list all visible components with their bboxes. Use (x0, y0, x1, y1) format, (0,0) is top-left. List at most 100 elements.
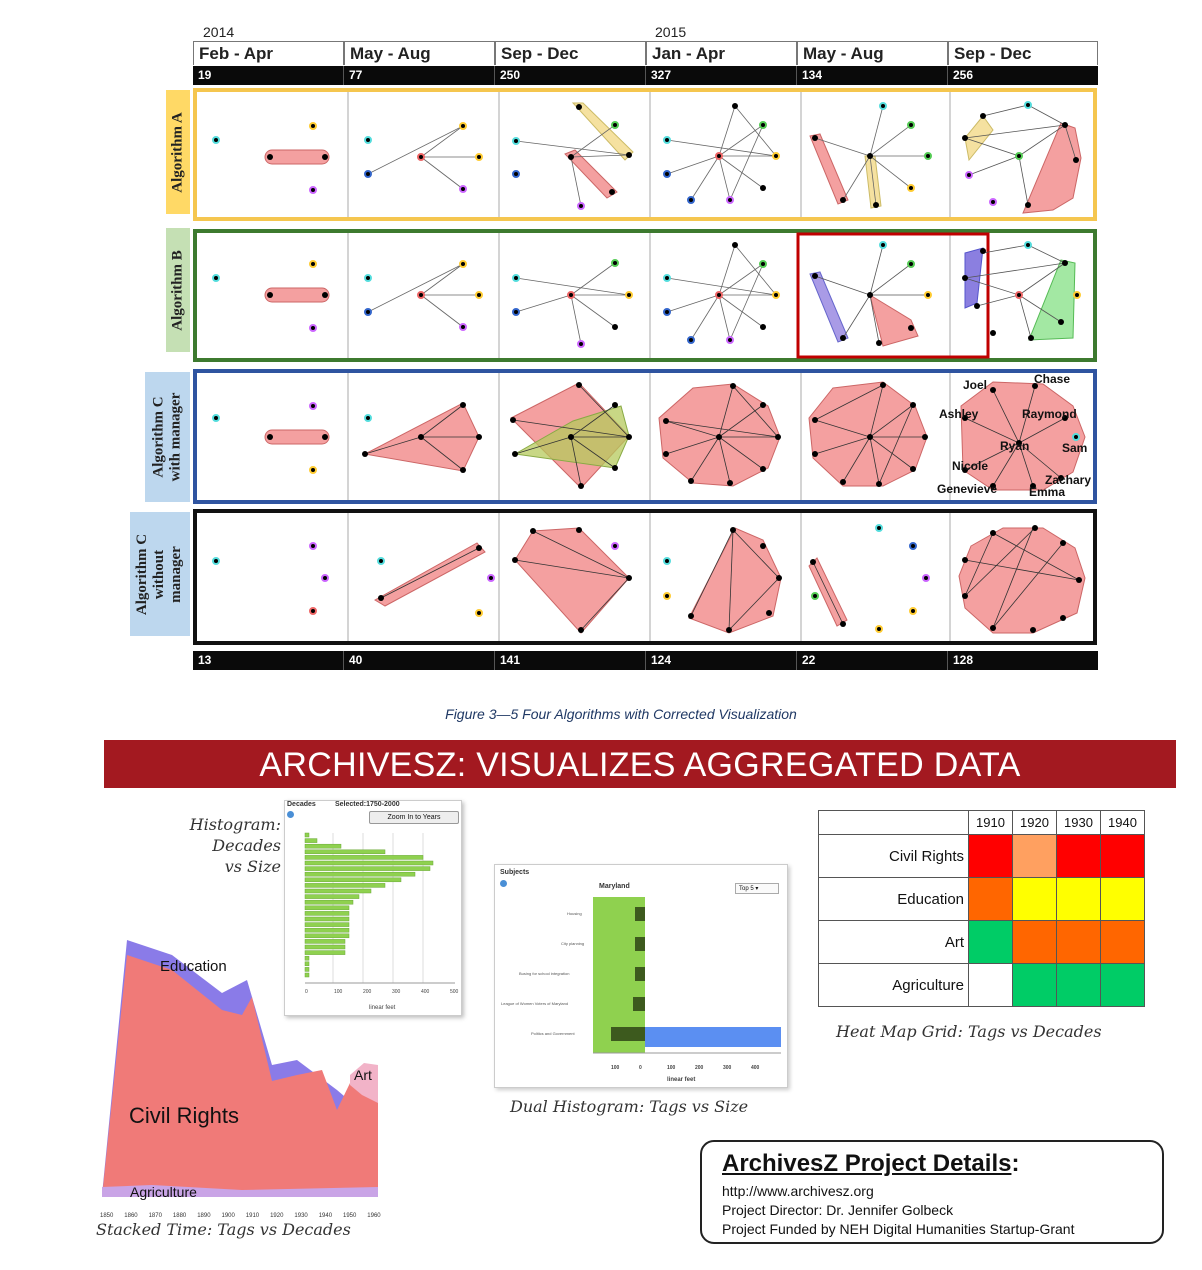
x-tick-label: 1960 (367, 1213, 381, 1219)
row-algorithm-a (193, 88, 1097, 221)
heatmap-decade: 1940 (1100, 810, 1145, 835)
period-count: 134 (797, 66, 948, 85)
row-algorithm-b (193, 229, 1097, 362)
heatmap-cell (1100, 920, 1145, 964)
heatmap-tag: Education (818, 877, 969, 921)
histogram-bar (304, 961, 310, 967)
project-details-title: ArchivesZ Project Details: (722, 1150, 1020, 1177)
series-label-art: Art (354, 1067, 372, 1083)
network-panels: Joel Chase Ashley Raymond Ryan Sam Nicol… (212, 92, 1091, 641)
period-count: 128 (953, 653, 974, 667)
heatmap-decade: 1930 (1056, 810, 1101, 835)
histogram-bar (304, 911, 350, 916)
x-tick-label: 1890 (197, 1213, 211, 1219)
node-name: Raymond (1022, 407, 1077, 421)
histogram-bar (304, 849, 386, 855)
x-tick-label: 1910 (246, 1213, 260, 1219)
svg-text:Busing for school integration: Busing for school integration (519, 971, 569, 976)
node-name: Zachary (1045, 473, 1091, 487)
histogram-bar (304, 866, 431, 871)
x-tick-label: 0 (305, 989, 308, 995)
algorithm-c-no-manager-networks (212, 524, 1086, 634)
dual-xlabel: linear feet (667, 1077, 695, 1083)
svg-text:League of Women Voters of Mary: League of Women Voters of Maryland (501, 1001, 568, 1006)
svg-text:City planning: City planning (561, 941, 584, 946)
row-label-algorithm-b: Algorithm B (166, 228, 190, 352)
period-count: 13 (193, 651, 344, 670)
zoom-in-button[interactable]: Zoom In to Years (369, 811, 459, 824)
heatmap-cell (968, 920, 1013, 964)
x-tick-label: 1940 (319, 1213, 333, 1219)
dual-left-title: Maryland (599, 883, 630, 890)
project-url[interactable]: http://www.archivesz.org (722, 1183, 874, 1199)
x-tick-label: 1880 (173, 1213, 187, 1219)
period-count: 250 (495, 66, 646, 85)
x-tick-label: 1950 (343, 1213, 357, 1219)
row-label-algorithm-c-no-manager: Algorithm C without manager (130, 512, 190, 636)
x-tick-label: 200 (695, 1065, 704, 1071)
info-icon[interactable] (287, 811, 294, 818)
histogram-bar (304, 944, 346, 950)
algorithm-c-manager-networks: Joel Chase Ashley Raymond Ryan Sam Nicol… (212, 372, 1091, 499)
heatmap-decade: 1910 (968, 810, 1013, 835)
x-tick-label: 1850 (100, 1213, 114, 1219)
period-header: Sep - Dec (495, 41, 646, 65)
period-count: 124 (646, 651, 797, 670)
row-algorithm-c-no-manager (193, 509, 1097, 645)
histogram-bar (304, 933, 350, 939)
year-2015: 2015 (655, 24, 687, 40)
histogram-bar (304, 860, 434, 866)
svg-text:Politics and Government: Politics and Government (531, 1031, 575, 1036)
dual-histogram-panel: Subjects Maryland Top 5 ▾ Housing City pl… (494, 864, 788, 1088)
x-tick-label: 0 (639, 1065, 642, 1071)
histogram-bar (304, 883, 386, 888)
heatmap-row: Education (818, 877, 1145, 921)
x-tick-label: 100 (611, 1065, 620, 1071)
series-label-agriculture: Agriculture (130, 1184, 197, 1200)
series-label-education: Education (160, 958, 227, 975)
period-header: May - Aug (797, 41, 948, 65)
period-count: 327 (646, 66, 797, 85)
svg-text:Housing: Housing (567, 911, 582, 916)
histogram-bar (304, 899, 354, 905)
heatmap-row: Art (818, 920, 1145, 964)
histogram-bar (304, 855, 424, 860)
histogram-caption: Histogram: Decades vs Size (189, 815, 281, 876)
project-director: Project Director: Dr. Jennifer Golbeck (722, 1202, 954, 1218)
period-header: Sep - Dec (948, 41, 1098, 65)
histogram-bar (304, 955, 310, 961)
heatmap-cell (1056, 920, 1101, 964)
top-n-dropdown[interactable]: Top 5 ▾ (735, 883, 779, 894)
histogram-bar (304, 894, 360, 899)
heatmap-cell (1100, 834, 1145, 878)
period-count: 22 (797, 651, 948, 670)
histogram-bar (304, 939, 346, 944)
x-tick-label: 100 (334, 989, 343, 995)
histogram-title: Decades (287, 801, 316, 808)
stacked-area-chart: Education Civil Rights Art Agriculture 1… (100, 940, 381, 1219)
stacked-caption: Stacked Time: Tags vs Decades (96, 1220, 351, 1239)
histogram-bar (304, 871, 416, 877)
year-2014: 2014 (203, 24, 235, 40)
period-header: Feb - Apr (193, 41, 344, 65)
period-count: 19 (193, 66, 344, 85)
x-tick-label: 500 (450, 989, 459, 995)
period-count: 256 (953, 68, 974, 82)
heatmap-cell (1100, 963, 1145, 1007)
heatmap-cell (1012, 920, 1057, 964)
info-icon[interactable] (500, 880, 507, 887)
histogram-bar (304, 916, 350, 922)
heatmap-cell (1012, 834, 1057, 878)
heatmap-cell (1056, 877, 1101, 921)
node-name: Ryan (1000, 439, 1029, 453)
period-count: 77 (344, 66, 495, 85)
histogram-bar (304, 972, 310, 978)
histogram-bar (304, 950, 346, 955)
heatmap-cell (1056, 834, 1101, 878)
histogram-selected: Selected:1750-2000 (335, 801, 400, 808)
x-tick-label: 1930 (294, 1213, 308, 1219)
node-name: Nicole (952, 459, 988, 473)
row-label-algorithm-a: Algorithm A (166, 90, 190, 214)
period-header: Jan - Apr (646, 41, 797, 65)
x-tick-label: 400 (751, 1065, 760, 1071)
